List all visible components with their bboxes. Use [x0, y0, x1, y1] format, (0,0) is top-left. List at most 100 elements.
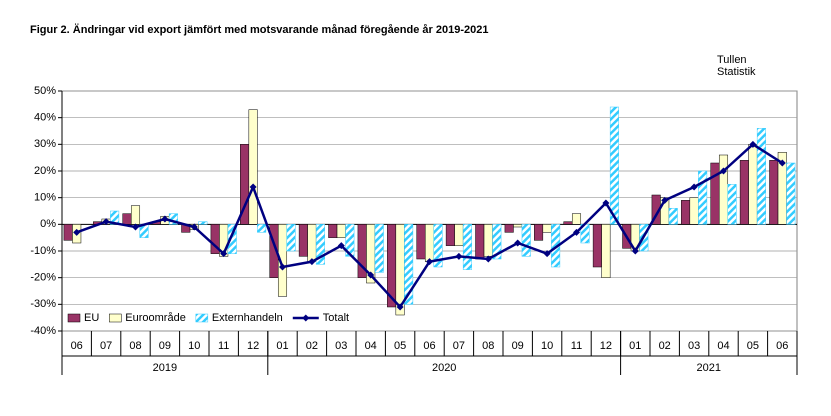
- marker: [190, 223, 198, 231]
- bar: [534, 224, 544, 241]
- bar: [786, 162, 796, 225]
- bar: [718, 154, 729, 225]
- bar: [542, 224, 552, 233]
- marker: [220, 250, 228, 258]
- source: Tullen: [717, 54, 747, 66]
- marker: [602, 199, 610, 207]
- bar: [681, 200, 691, 225]
- x-tick-label: 12: [247, 340, 259, 352]
- bar: [592, 224, 602, 268]
- bar: [483, 224, 493, 257]
- y-tick-label: 10%: [34, 192, 56, 204]
- x-tick-label: 03: [688, 340, 700, 352]
- marker: [161, 215, 169, 223]
- bar: [601, 224, 611, 278]
- year-label: 2021: [697, 362, 721, 374]
- marker: [308, 258, 316, 266]
- bar: [609, 106, 619, 225]
- y-tick-label: -30%: [30, 298, 56, 310]
- legend-swatch: [109, 313, 122, 323]
- bar: [227, 224, 237, 254]
- bar: [739, 160, 749, 225]
- bar: [571, 213, 582, 225]
- x-tick-label: 02: [659, 340, 671, 352]
- legend-box: [64, 311, 364, 325]
- bar: [492, 224, 502, 260]
- x-tick-label: 01: [276, 340, 288, 352]
- legend-label: EU: [84, 312, 99, 324]
- x-tick-label: 06: [423, 340, 435, 352]
- x-tick-label: 07: [100, 340, 112, 352]
- year-label: 2020: [432, 362, 456, 374]
- bar: [698, 170, 708, 225]
- x-tick-label: 06: [776, 340, 788, 352]
- x-tick-label: 03: [335, 340, 347, 352]
- bar: [298, 224, 308, 257]
- bar: [521, 224, 531, 257]
- y-tick-label: 40%: [34, 112, 56, 124]
- bar: [404, 224, 414, 305]
- bar: [286, 224, 296, 252]
- marker: [720, 167, 727, 175]
- x-tick-label: 08: [482, 340, 494, 352]
- bar: [504, 224, 514, 233]
- bar: [328, 224, 338, 238]
- marker: [690, 183, 698, 191]
- x-tick-label: 02: [306, 340, 318, 352]
- marker: [631, 247, 639, 255]
- bar: [513, 224, 523, 228]
- y-tick-label: 30%: [34, 138, 56, 150]
- x-tick-label: 05: [747, 340, 759, 352]
- x-tick-label: 11: [571, 340, 582, 352]
- x-tick-label: 09: [159, 340, 171, 352]
- bar: [198, 221, 208, 225]
- marker: [484, 255, 492, 263]
- bar: [130, 205, 141, 225]
- year-label: 2019: [153, 362, 177, 374]
- bar: [668, 208, 678, 225]
- bar: [336, 224, 346, 238]
- x-tick-label: 04: [717, 340, 729, 352]
- bar: [769, 160, 779, 225]
- marker: [661, 196, 669, 204]
- marker: [73, 228, 81, 236]
- y-tick-label: 20%: [34, 165, 56, 177]
- x-tick-label: 11: [218, 340, 229, 352]
- bar: [756, 128, 766, 225]
- bar: [445, 224, 455, 246]
- x-tick-label: 12: [600, 340, 612, 352]
- bar: [248, 109, 258, 225]
- source: Statistik: [717, 66, 756, 78]
- marker: [396, 303, 404, 311]
- y-tick-label: 0%: [40, 218, 56, 230]
- legend-marker: [302, 314, 310, 322]
- x-tick-label: 01: [629, 340, 641, 352]
- marker: [102, 218, 110, 226]
- bar: [315, 224, 325, 265]
- bar: [689, 197, 699, 225]
- bar: [257, 224, 267, 233]
- x-tick-label: 06: [71, 340, 83, 352]
- bar: [748, 144, 758, 225]
- bar: [374, 224, 384, 273]
- bar: [475, 224, 485, 260]
- x-tick-label: 09: [512, 340, 524, 352]
- marker: [249, 183, 257, 191]
- bar: [345, 224, 355, 257]
- bar: [462, 224, 472, 270]
- marker: [514, 239, 522, 247]
- marker: [778, 159, 786, 167]
- bar: [433, 224, 443, 268]
- bar: [307, 224, 317, 262]
- bar: [416, 224, 426, 260]
- bar: [63, 224, 73, 241]
- bar: [454, 224, 464, 246]
- legend-label: Euroområde: [125, 312, 186, 324]
- bar: [424, 224, 435, 262]
- marker: [132, 223, 139, 231]
- y-tick-label: -40%: [30, 325, 56, 337]
- legend-label: Externhandeln: [212, 312, 283, 324]
- legend-swatch: [67, 313, 81, 323]
- marker: [426, 258, 433, 266]
